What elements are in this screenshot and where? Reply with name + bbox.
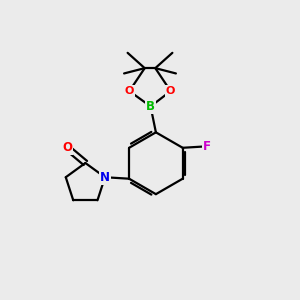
Text: B: B	[146, 100, 155, 113]
Text: O: O	[166, 86, 175, 96]
Text: O: O	[125, 86, 134, 96]
Text: F: F	[203, 140, 211, 153]
Text: N: N	[100, 171, 110, 184]
Text: O: O	[62, 141, 72, 154]
